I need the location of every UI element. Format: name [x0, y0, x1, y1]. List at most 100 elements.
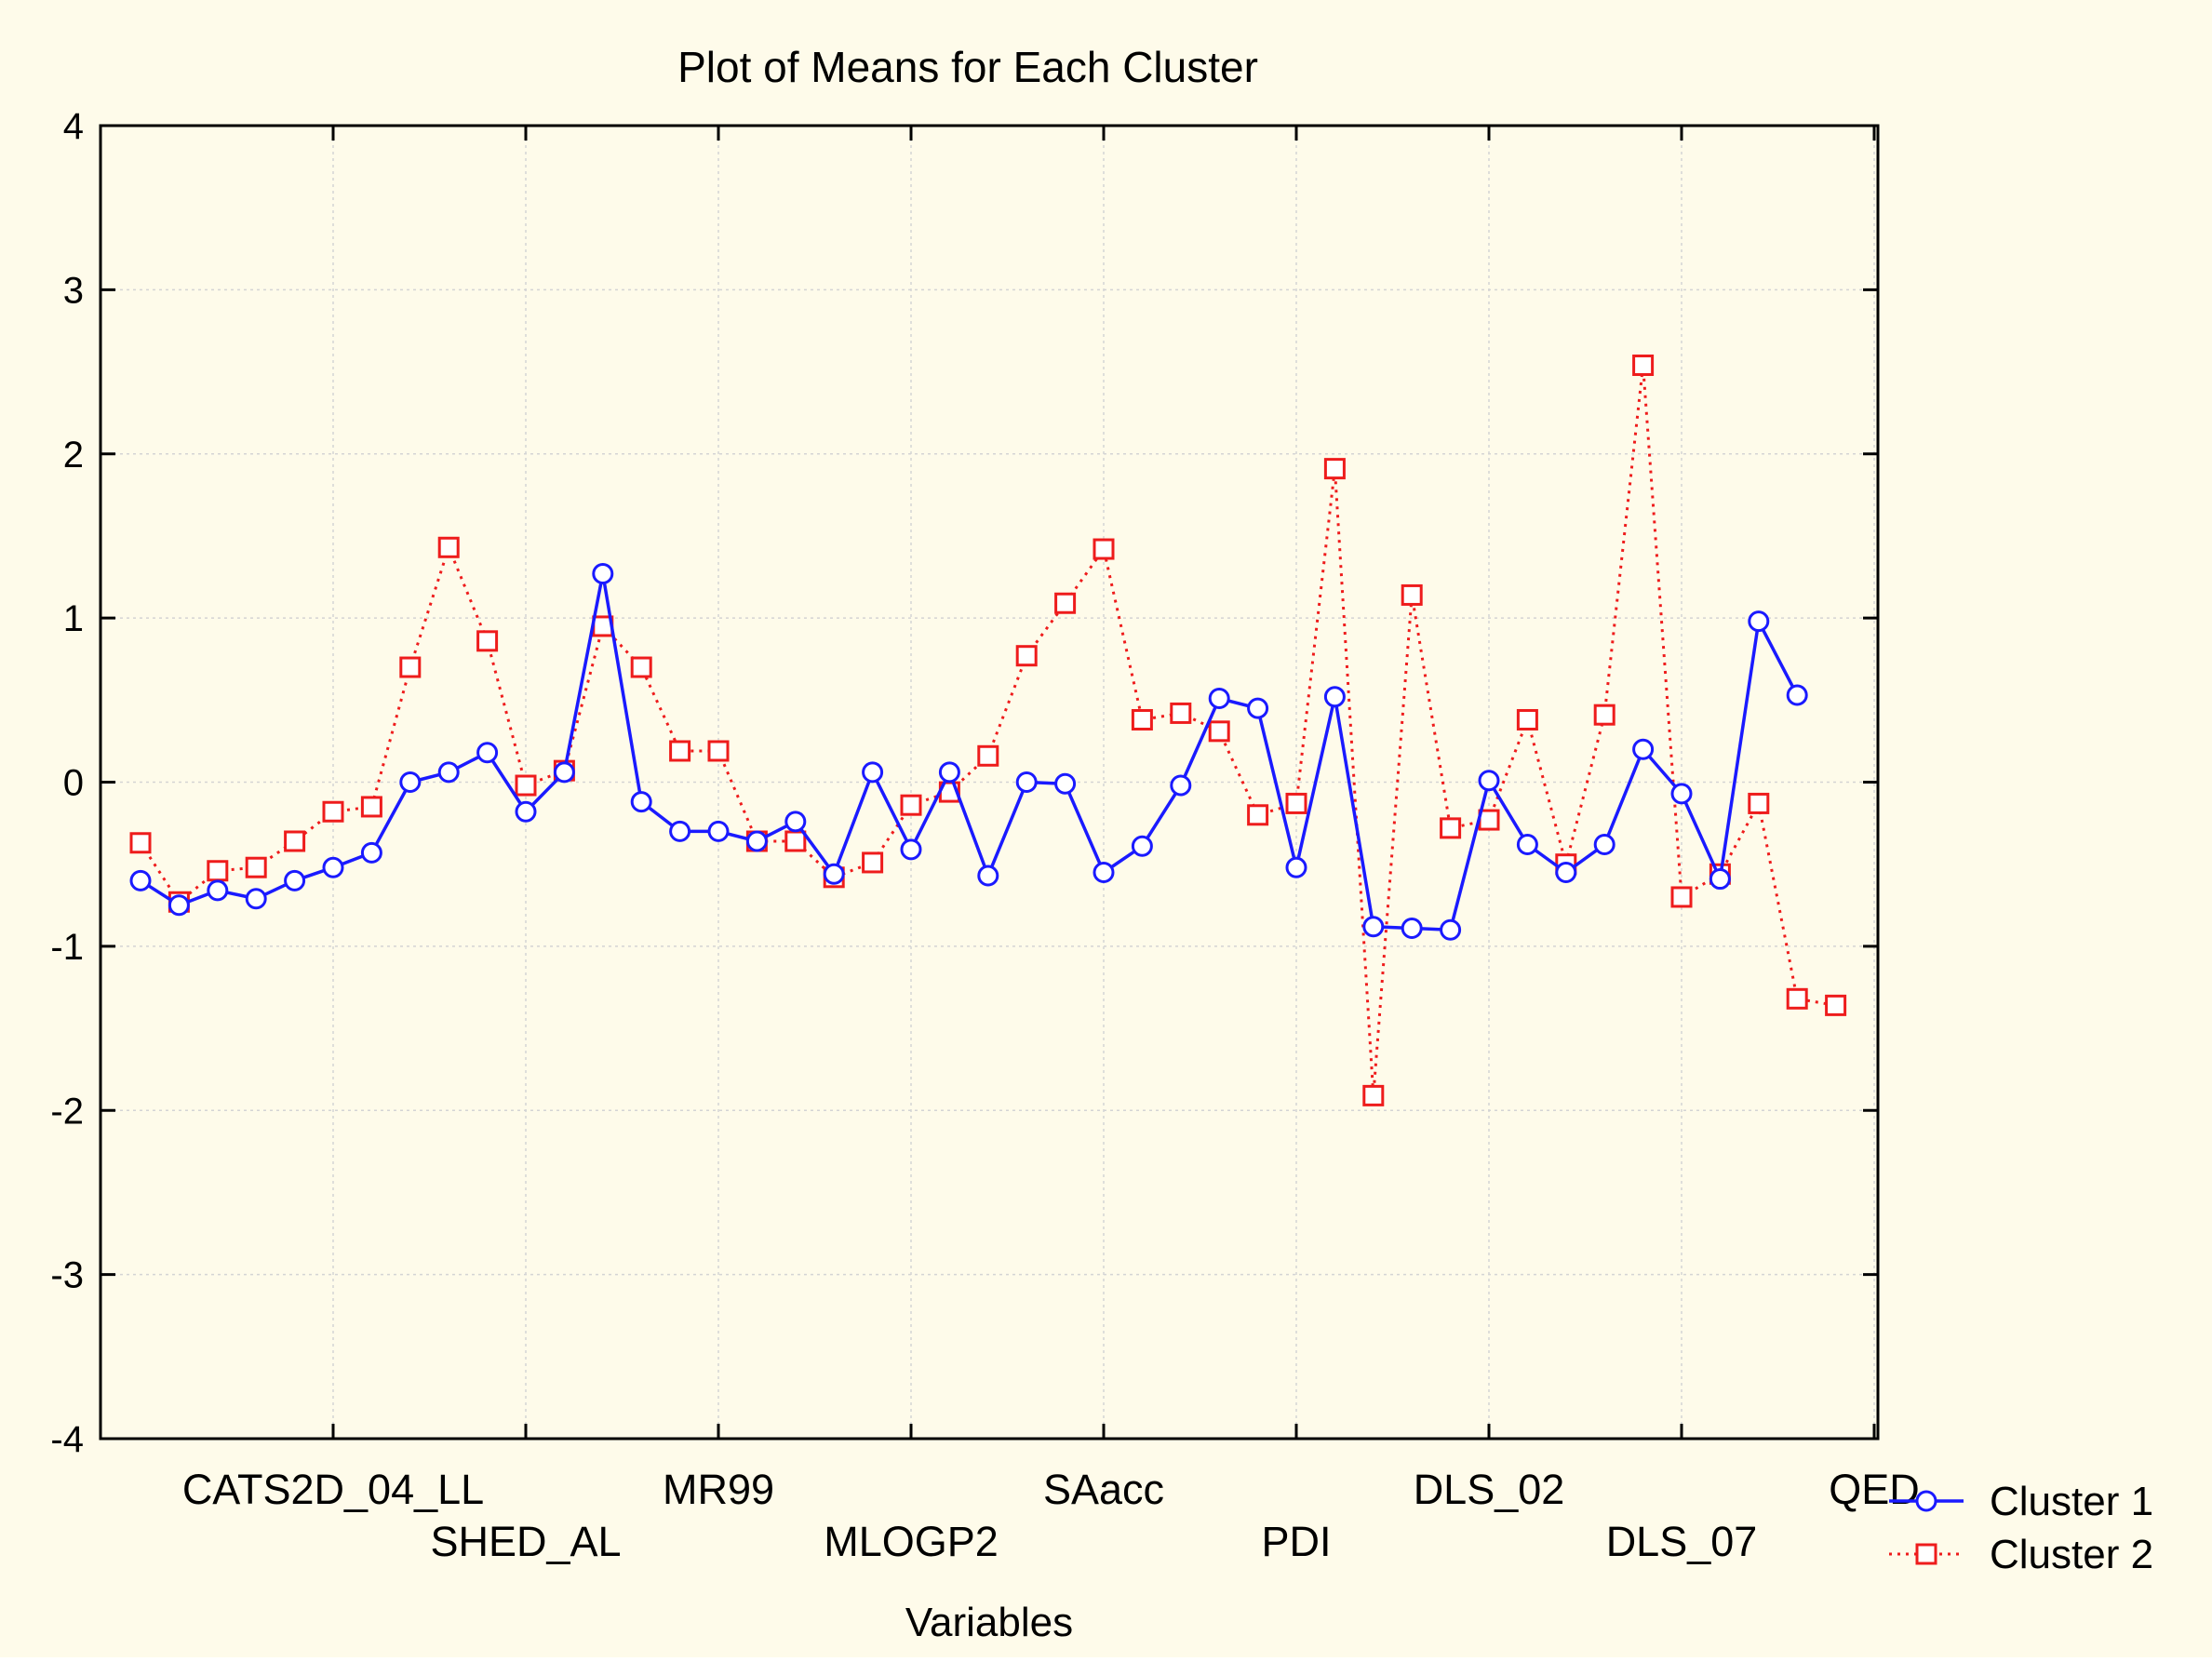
- data-point-circle: [1247, 697, 1269, 719]
- data-point-square: [322, 800, 344, 823]
- series-cluster-1: [129, 563, 1808, 941]
- data-point-square: [977, 744, 999, 767]
- data-point-circle: [1632, 738, 1655, 760]
- data-point-square: [284, 830, 306, 852]
- data-point-square: [784, 830, 807, 852]
- data-point-circle: [1208, 688, 1230, 710]
- data-point-circle: [1516, 834, 1538, 856]
- data-point-circle: [207, 879, 229, 902]
- x-tick-label: MLOGP2: [824, 1518, 999, 1565]
- legend-item: Cluster 2: [1889, 1532, 2153, 1577]
- y-tick-label: -3: [50, 1255, 84, 1296]
- data-point-square: [1593, 704, 1615, 726]
- series-cluster-2: [129, 355, 1847, 1106]
- x-tick-label: DLS_07: [1606, 1518, 1758, 1565]
- y-tick-label: -2: [50, 1091, 84, 1132]
- data-point-circle: [1015, 771, 1038, 793]
- data-point-square: [862, 851, 884, 874]
- x-tick-label: QED: [1829, 1466, 1920, 1513]
- x-tick-label: MR99: [663, 1466, 774, 1513]
- y-tick-label: -4: [50, 1419, 84, 1460]
- data-point-square: [129, 832, 152, 854]
- data-point-circle: [1670, 783, 1693, 805]
- data-point-circle: [168, 894, 190, 917]
- data-point-circle: [823, 863, 845, 885]
- data-point-square: [900, 794, 922, 816]
- x-axis-label: Variables: [905, 1600, 1073, 1645]
- y-tick-label: 2: [63, 435, 84, 476]
- data-point-square: [437, 536, 460, 558]
- data-point-circle: [437, 761, 460, 784]
- data-point-circle: [669, 820, 691, 842]
- data-point-square: [1632, 355, 1655, 377]
- data-point-circle: [284, 869, 306, 891]
- data-point-square: [1247, 804, 1269, 826]
- data-point-circle: [1748, 610, 1770, 633]
- chart-title: Plot of Means for Each Cluster: [677, 43, 1258, 91]
- data-point-circle: [399, 771, 422, 793]
- data-point-square: [399, 656, 422, 678]
- legend-marker-square: [1915, 1543, 1937, 1565]
- data-point-circle: [1362, 916, 1385, 938]
- data-point-circle: [322, 856, 344, 878]
- data-point-circle: [245, 888, 267, 910]
- data-point-square: [515, 774, 537, 797]
- data-point-circle: [1285, 856, 1307, 878]
- y-tick-label: 1: [63, 598, 84, 639]
- data-point-square: [1478, 809, 1500, 831]
- data-point-square: [1786, 987, 1808, 1010]
- data-point-square: [476, 630, 499, 652]
- series-layer: [129, 355, 1847, 1106]
- data-point-circle: [900, 838, 922, 861]
- y-tick-label: 0: [63, 763, 84, 804]
- data-point-square: [1054, 592, 1077, 614]
- data-point-circle: [1555, 862, 1577, 884]
- legend-label: Cluster 1: [1990, 1479, 2153, 1524]
- data-point-circle: [1786, 684, 1808, 706]
- legend-item: Cluster 1: [1889, 1479, 2153, 1524]
- data-point-square: [1015, 645, 1038, 667]
- y-tick-label: -1: [50, 927, 84, 968]
- data-point-circle: [360, 841, 382, 864]
- data-point-circle: [784, 811, 807, 833]
- data-point-circle: [630, 791, 652, 813]
- data-point-circle: [476, 742, 499, 764]
- data-point-square: [1748, 792, 1770, 814]
- grid-layer: [101, 126, 1878, 1439]
- data-point-circle: [938, 761, 960, 784]
- data-point-circle: [1323, 686, 1346, 708]
- legend-label: Cluster 2: [1990, 1532, 2153, 1577]
- data-point-circle: [1054, 772, 1077, 795]
- data-point-circle: [129, 869, 152, 891]
- data-point-circle: [1478, 770, 1500, 792]
- data-point-circle: [862, 761, 884, 784]
- data-point-square: [245, 856, 267, 878]
- data-point-square: [1401, 583, 1423, 606]
- series-line: [139, 364, 1836, 1097]
- data-point-square: [1285, 792, 1307, 814]
- y-axis-ticks: 4 3 2 1 0 -1 -2 -3 -4: [50, 106, 1878, 1460]
- data-point-square: [1323, 458, 1346, 480]
- data-point-square: [1208, 720, 1230, 743]
- x-tick-label: DLS_02: [1414, 1466, 1565, 1513]
- data-point-square: [630, 656, 652, 678]
- x-axis-ticks: CATS2D_04_LL SHED_AL MR99 MLOGP2 SAacc PDI DLS…: [182, 126, 1920, 1565]
- legend: Cluster 1 Cluster 2: [1889, 1479, 2153, 1577]
- data-point-circle: [1401, 917, 1423, 939]
- data-point-square: [669, 740, 691, 762]
- data-point-square: [1362, 1084, 1385, 1106]
- x-tick-label: SAacc: [1043, 1466, 1164, 1513]
- data-point-circle: [1440, 918, 1462, 941]
- data-point-circle: [977, 865, 999, 887]
- data-point-circle: [592, 563, 614, 585]
- data-point-square: [707, 740, 730, 762]
- x-tick-label: PDI: [1261, 1518, 1331, 1565]
- data-point-circle: [1131, 835, 1153, 857]
- data-point-circle: [745, 830, 768, 852]
- y-tick-label: 4: [63, 106, 84, 147]
- y-tick-label: 3: [63, 270, 84, 311]
- data-point-square: [1440, 817, 1462, 839]
- data-point-square: [1670, 886, 1693, 908]
- data-point-square: [207, 860, 229, 882]
